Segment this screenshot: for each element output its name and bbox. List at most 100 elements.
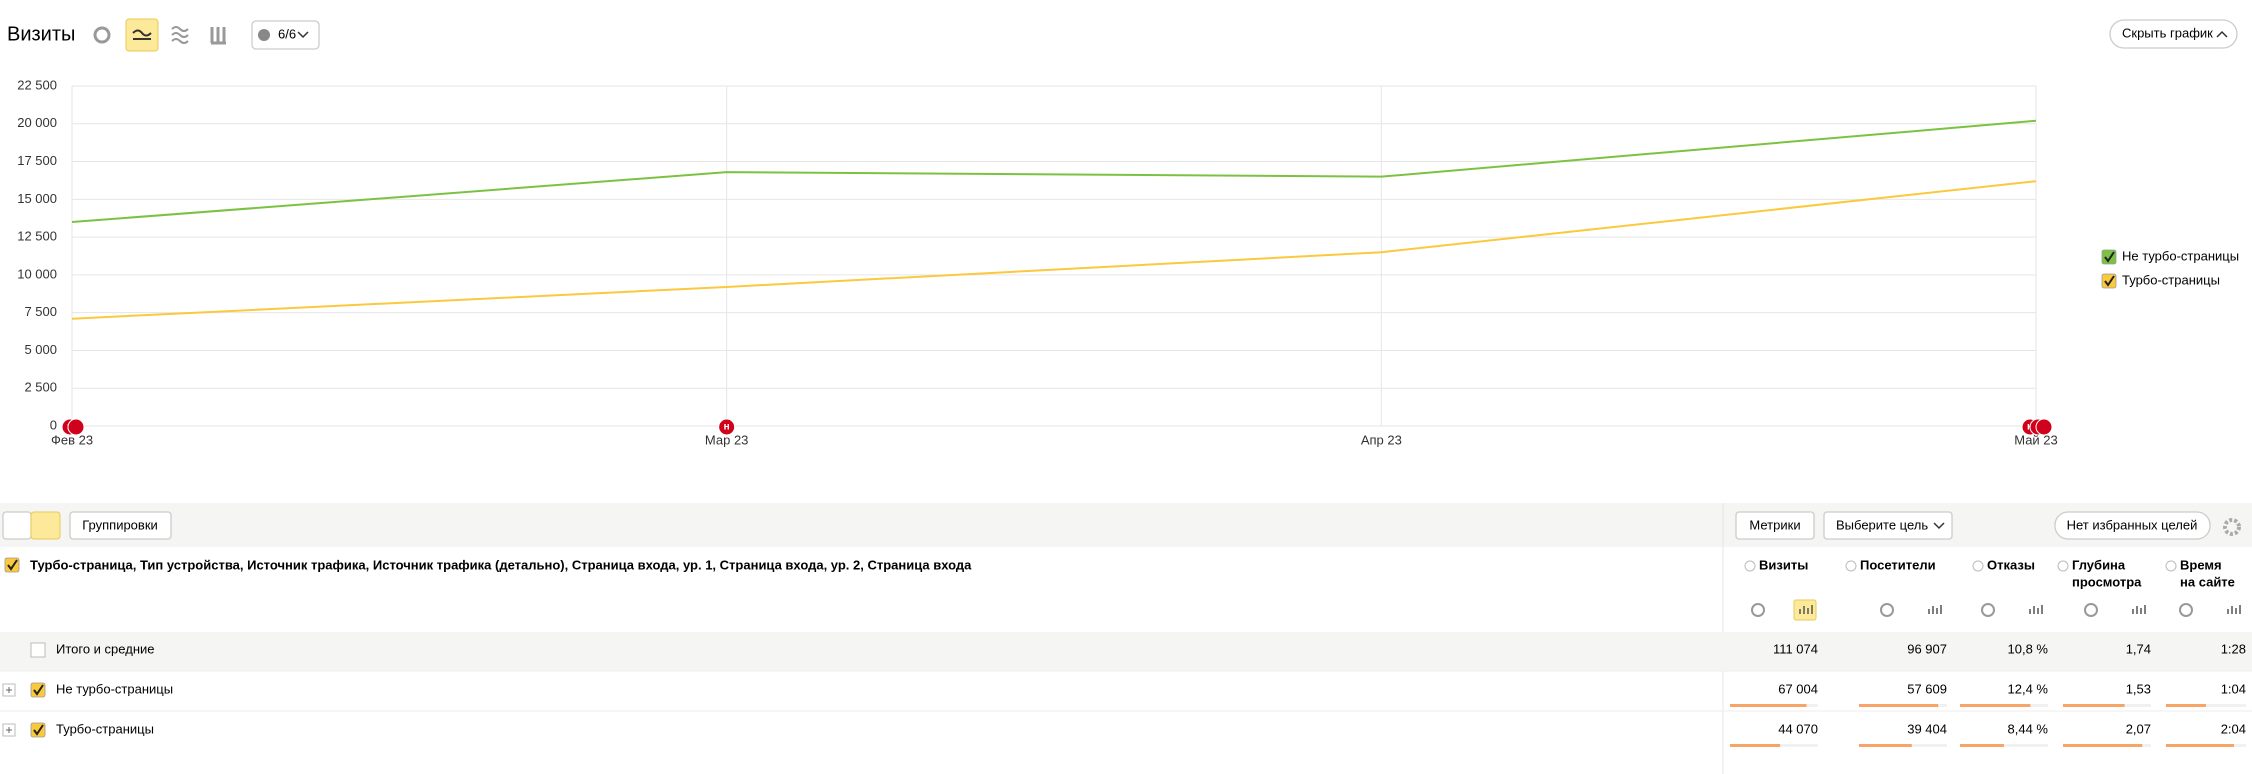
column-header: Отказы (1987, 557, 2035, 572)
column-header: Время (2180, 557, 2222, 572)
cell-value: 8,44 % (2008, 721, 2049, 736)
bar-glyph (2227, 605, 2241, 614)
row-checkbox[interactable] (30, 642, 46, 658)
y-tick-label: 20 000 (17, 115, 57, 130)
check-glyph (33, 724, 44, 736)
cell-value: 2:04 (2221, 721, 2246, 736)
y-tick-label: 10 000 (17, 266, 57, 281)
line-glyph (132, 29, 152, 40)
chevron (297, 31, 309, 39)
pie-toggle[interactable] (1981, 603, 1995, 617)
cell-bar (1960, 704, 2031, 707)
cell-value: 1,74 (2126, 641, 2151, 656)
cell-value: 1:28 (2221, 641, 2246, 656)
chevron (2216, 30, 2228, 38)
cell-value: 67 004 (1778, 681, 1818, 696)
cell-bar (1960, 744, 2004, 747)
cell-bar (1730, 744, 1781, 747)
x-tick-label: Фев 23 (51, 432, 93, 447)
cell-value: 44 070 (1778, 721, 1818, 736)
chevron (1933, 522, 1945, 530)
x-tick-label: Май 23 (2014, 432, 2058, 447)
y-tick-label: 15 000 (17, 191, 57, 206)
series-glyph (258, 29, 270, 41)
cell-bar (2063, 744, 2143, 747)
column-header: Посетители (1860, 557, 1936, 572)
cell-value: 10,8 % (2008, 641, 2049, 656)
cell-bar (2166, 704, 2206, 707)
bar-glyph (1928, 605, 1942, 614)
cell-value: 111 074 (1773, 641, 1818, 656)
info-icon (1744, 560, 1756, 572)
totals-row-bg (0, 632, 2252, 671)
check-glyph (33, 684, 44, 696)
cell-bar (1859, 744, 1912, 747)
column-header: Визиты (1759, 557, 1808, 572)
cell-bar (1730, 704, 1807, 707)
check-glyph (2104, 251, 2115, 263)
legend-label: Не турбо-страницы (2122, 248, 2239, 263)
settings-icon[interactable] (2223, 518, 2241, 536)
y-tick-label: 7 500 (24, 304, 57, 319)
y-tick-label: 0 (50, 417, 57, 432)
check-glyph (7, 559, 18, 571)
legend-label: Турбо-страницы (2122, 272, 2220, 287)
bar-icon[interactable] (210, 27, 226, 45)
check-glyph (2104, 275, 2115, 287)
expand-glyph (6, 727, 12, 733)
series-counter: 6/6 (278, 26, 296, 41)
info-icon (2057, 560, 2069, 572)
pie-toggle[interactable] (2084, 603, 2098, 617)
annotation-label: н (724, 422, 730, 433)
pie-icon[interactable] (93, 26, 111, 44)
series-line (71, 119, 2037, 223)
row-label: Итого и средние (56, 641, 154, 656)
annotation-marker[interactable] (67, 418, 85, 436)
column-header: Глубина (2072, 557, 2126, 572)
annotation-marker[interactable] (2035, 418, 2053, 436)
metrics-button[interactable] (1735, 511, 1815, 540)
tree-view[interactable] (30, 511, 61, 540)
pie-toggle[interactable] (1880, 603, 1894, 617)
row-label: Не турбо-страницы (56, 681, 173, 696)
series-line (71, 180, 2037, 320)
x-tick-label: Апр 23 (1361, 432, 1402, 447)
y-tick-label: 2 500 (24, 380, 57, 395)
hide-chart-button[interactable] (2109, 19, 2238, 49)
y-tick-label: 5 000 (24, 342, 57, 357)
cell-value: 57 609 (1907, 681, 1947, 696)
cell-bar (2063, 704, 2125, 707)
cell-value: 39 404 (1907, 721, 1947, 736)
line-icon[interactable] (125, 18, 159, 52)
column-header: просмотра (2072, 574, 2142, 589)
hide-chart-label: Скрыть график (2122, 25, 2213, 40)
goal-label: Выберите цель (1836, 517, 1928, 532)
area-icon[interactable] (171, 26, 189, 44)
bar-glyph (2029, 605, 2043, 614)
cell-value: 12,4 % (2008, 681, 2049, 696)
cell-bar (2166, 744, 2234, 747)
y-tick-label: 17 500 (17, 153, 57, 168)
favorites-label: Нет избранных целей (2067, 517, 2198, 532)
annotation-marker[interactable] (718, 418, 736, 436)
x-tick-label: Мар 23 (705, 432, 749, 447)
favorites-button[interactable] (2054, 511, 2211, 540)
pie-toggle[interactable] (2179, 603, 2193, 617)
cell-value: 1:04 (2221, 681, 2246, 696)
cell-value: 1,53 (2126, 681, 2151, 696)
info-icon (1972, 560, 1984, 572)
expand-glyph (6, 687, 12, 693)
info-icon (2165, 560, 2177, 572)
series-button[interactable] (251, 20, 320, 50)
cell-value: 96 907 (1907, 641, 1947, 656)
column-header: на сайте (2180, 574, 2235, 589)
bar-toggle[interactable] (1793, 599, 1817, 621)
pie-toggle[interactable] (1751, 603, 1765, 617)
groupings-button[interactable] (69, 511, 172, 540)
info-icon (1845, 560, 1857, 572)
bar-glyph (1799, 605, 1813, 614)
title: Визиты (7, 23, 75, 45)
list-view[interactable] (2, 511, 32, 540)
goal-button[interactable] (1823, 511, 1953, 540)
